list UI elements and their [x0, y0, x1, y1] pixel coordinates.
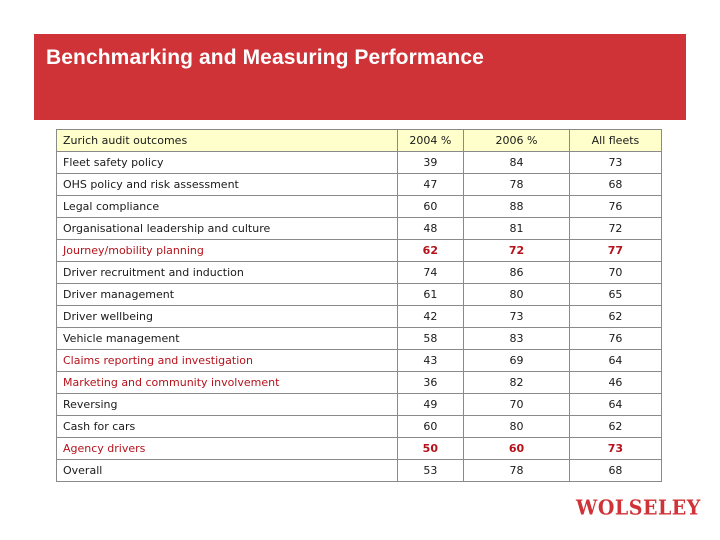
page-title: Benchmarking and Measuring Performance	[46, 46, 484, 69]
value-2004: 39	[396, 151, 465, 174]
value-2004: 61	[396, 283, 465, 306]
value-2006: 83	[463, 327, 570, 350]
value-all-fleets: 64	[568, 349, 663, 372]
value-2004: 74	[396, 261, 465, 284]
value-all-fleets: 76	[568, 195, 663, 218]
value-2006: 80	[463, 415, 570, 438]
column-header-all-fleets: All fleets	[568, 129, 663, 152]
value-2004: 53	[396, 459, 465, 482]
value-2006: 78	[463, 173, 570, 196]
value-2004: 62	[396, 239, 465, 262]
table-body: Fleet safety policy 39 84 73 OHS policy and …	[56, 151, 663, 482]
table-row: Driver wellbeing 42 73 62	[56, 305, 663, 328]
table-row: OHS policy and risk assessment 47 78 68	[56, 173, 663, 196]
title-banner: Benchmarking and Measuring Performance	[34, 34, 686, 120]
row-label: Agency drivers	[56, 437, 398, 460]
value-2006: 86	[463, 261, 570, 284]
value-2004: 42	[396, 305, 465, 328]
value-all-fleets: 64	[568, 393, 663, 416]
row-label: Organisational leadership and culture	[56, 217, 398, 240]
value-2006: 60	[463, 437, 570, 460]
value-2006: 81	[463, 217, 570, 240]
column-header-2006: 2006 %	[463, 129, 570, 152]
value-2006: 72	[463, 239, 570, 262]
table-row: Claims reporting and investigation 43 69 64	[56, 349, 663, 372]
table-row: Fleet safety policy 39 84 73	[56, 151, 663, 174]
row-label: Fleet safety policy	[56, 151, 398, 174]
row-label: Overall	[56, 459, 398, 482]
row-label: Reversing	[56, 393, 398, 416]
column-header-outcome: Zurich audit outcomes	[56, 129, 398, 152]
value-2004: 50	[396, 437, 465, 460]
table-row: Overall 53 78 68	[56, 459, 663, 482]
row-label: OHS policy and risk assessment	[56, 173, 398, 196]
row-label: Driver recruitment and induction	[56, 261, 398, 284]
value-all-fleets: 76	[568, 327, 663, 350]
value-all-fleets: 72	[568, 217, 663, 240]
value-2004: 49	[396, 393, 465, 416]
value-2004: 43	[396, 349, 465, 372]
row-label: Claims reporting and investigation	[56, 349, 398, 372]
row-label: Cash for cars	[56, 415, 398, 438]
value-all-fleets: 65	[568, 283, 663, 306]
wolseley-logo: WOLSELEY	[576, 495, 701, 521]
value-2006: 88	[463, 195, 570, 218]
value-2006: 78	[463, 459, 570, 482]
value-all-fleets: 70	[568, 261, 663, 284]
value-2004: 60	[396, 415, 465, 438]
table-row: Cash for cars 60 80 62	[56, 415, 663, 438]
value-all-fleets: 68	[568, 173, 663, 196]
value-2006: 82	[463, 371, 570, 394]
table-row: Agency drivers 50 60 73	[56, 437, 663, 460]
value-all-fleets: 46	[568, 371, 663, 394]
value-all-fleets: 77	[568, 239, 663, 262]
table-row: Driver recruitment and induction 74 86 70	[56, 261, 663, 284]
table-header-row: Zurich audit outcomes 2004 % 2006 % All …	[56, 129, 663, 152]
value-all-fleets: 73	[568, 151, 663, 174]
value-2006: 80	[463, 283, 570, 306]
value-2006: 84	[463, 151, 570, 174]
table-row: Vehicle management 58 83 76	[56, 327, 663, 350]
table-row: Marketing and community involvement 36 82 4…	[56, 371, 663, 394]
value-2004: 60	[396, 195, 465, 218]
row-label: Driver wellbeing	[56, 305, 398, 328]
value-2004: 48	[396, 217, 465, 240]
row-label: Driver management	[56, 283, 398, 306]
table-row: Legal compliance 60 88 76	[56, 195, 663, 218]
value-2006: 69	[463, 349, 570, 372]
value-all-fleets: 68	[568, 459, 663, 482]
row-label: Journey/mobility planning	[56, 239, 398, 262]
value-2004: 58	[396, 327, 465, 350]
table-row: Driver management 61 80 65	[56, 283, 663, 306]
table-row: Reversing 49 70 64	[56, 393, 663, 416]
value-2004: 47	[396, 173, 465, 196]
table-row: Organisational leadership and culture 48 8…	[56, 217, 663, 240]
value-all-fleets: 62	[568, 305, 663, 328]
value-2004: 36	[396, 371, 465, 394]
value-all-fleets: 73	[568, 437, 663, 460]
row-label: Vehicle management	[56, 327, 398, 350]
column-header-2004: 2004 %	[396, 129, 465, 152]
row-label: Marketing and community involvement	[56, 371, 398, 394]
value-all-fleets: 62	[568, 415, 663, 438]
audit-outcomes-table: Zurich audit outcomes 2004 % 2006 % All …	[56, 129, 663, 482]
row-label: Legal compliance	[56, 195, 398, 218]
table-row: Journey/mobility planning 62 72 77	[56, 239, 663, 262]
value-2006: 70	[463, 393, 570, 416]
value-2006: 73	[463, 305, 570, 328]
